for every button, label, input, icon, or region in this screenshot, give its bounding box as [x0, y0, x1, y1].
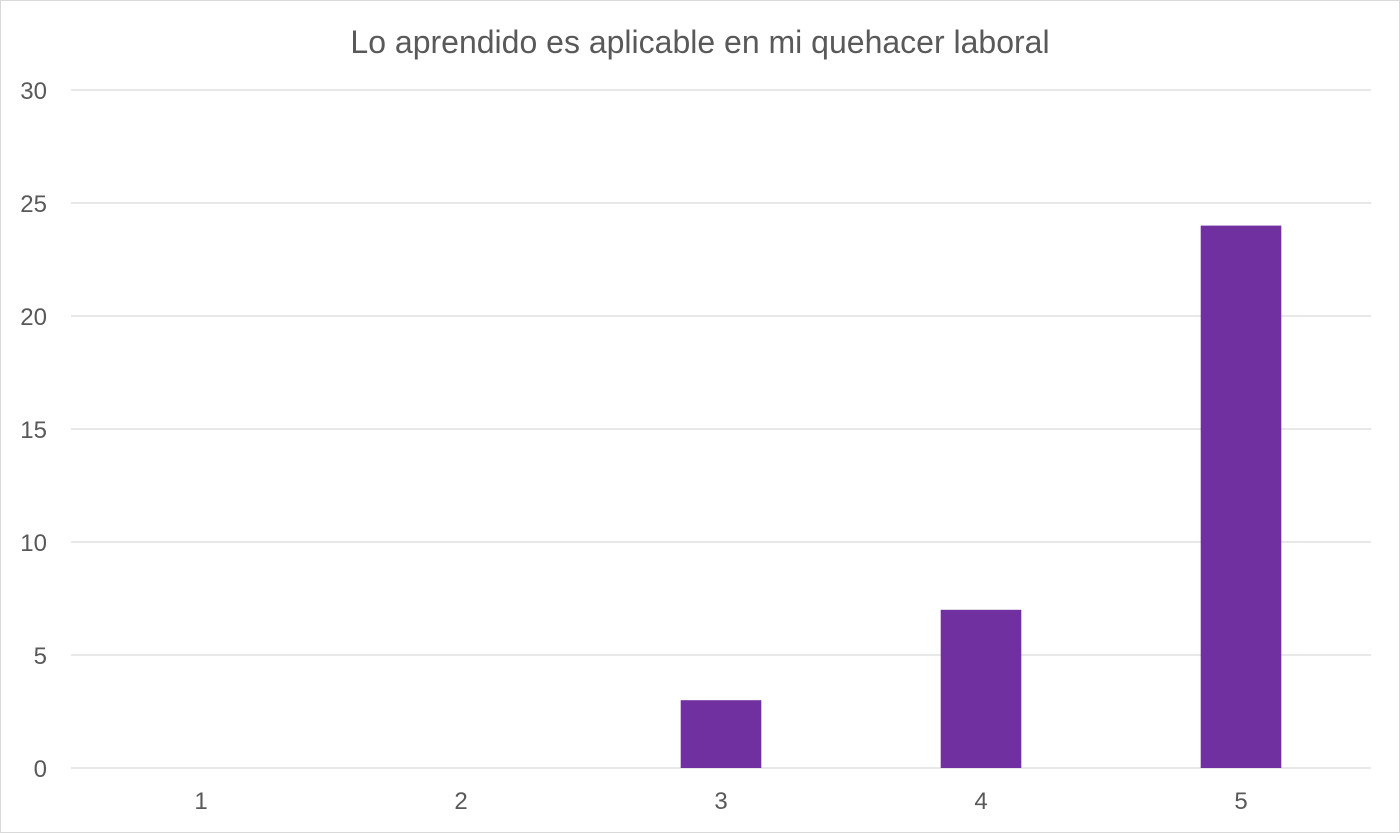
y-tick-label: 0 [34, 756, 47, 783]
x-tick-label: 1 [194, 788, 207, 815]
bars [680, 225, 1282, 769]
bar-4 [940, 609, 1022, 768]
y-axis-tick-labels: 0 5 10 15 20 25 30 [20, 78, 47, 783]
y-tick-label: 5 [34, 643, 47, 670]
bar-3 [680, 700, 762, 768]
y-tick-label: 20 [20, 304, 47, 331]
x-tick-label: 3 [714, 788, 727, 815]
y-tick-label: 25 [20, 191, 47, 218]
y-tick-label: 15 [20, 417, 47, 444]
x-tick-label: 4 [974, 788, 987, 815]
x-tick-label: 5 [1234, 788, 1247, 815]
y-tick-label: 30 [20, 78, 47, 105]
gridlines [71, 89, 1371, 769]
bar-5 [1200, 225, 1282, 769]
x-tick-label: 2 [454, 788, 467, 815]
x-axis-tick-labels: 1 2 3 4 5 [194, 788, 1247, 815]
chart-title: Lo aprendido es aplicable en mi quehacer… [350, 24, 1049, 60]
y-tick-label: 10 [20, 530, 47, 557]
